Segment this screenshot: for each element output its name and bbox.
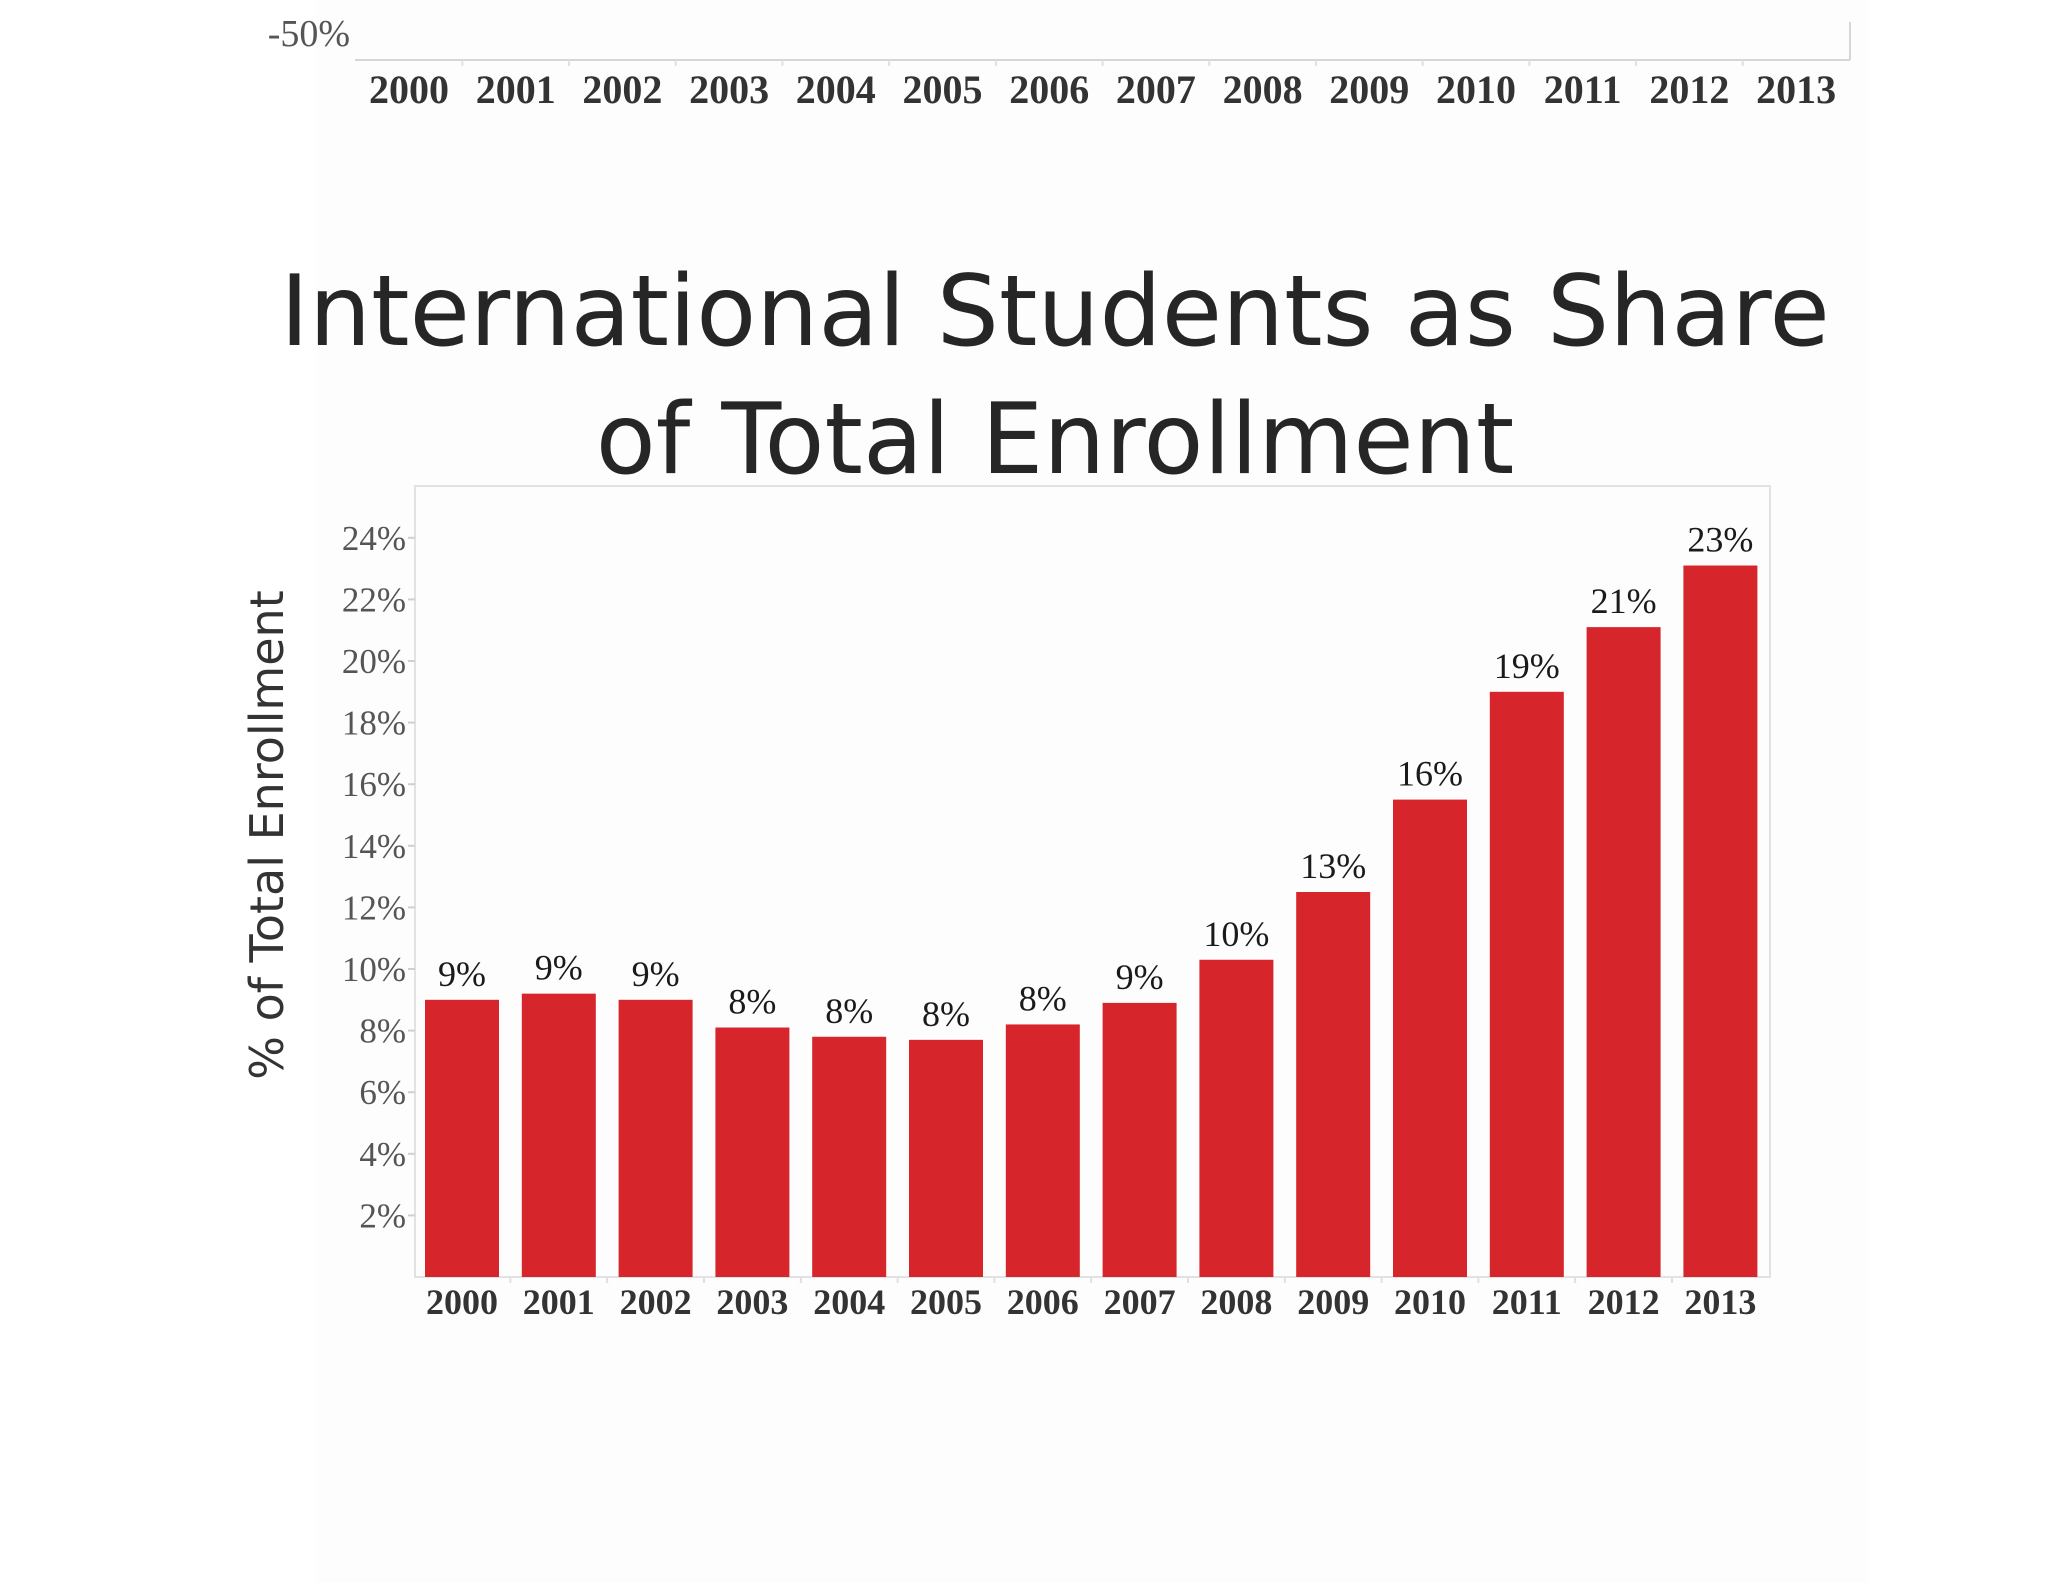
data-label-2005: 8% — [922, 994, 970, 1034]
previous-chart-x-tick-2009: 2009 — [1329, 67, 1409, 112]
previous-chart-x-tick-2000: 2000 — [369, 67, 449, 112]
x-tick-label-2006: 2006 — [1007, 1282, 1079, 1322]
bar-2009 — [1296, 892, 1371, 1277]
x-tick-label-2000: 2000 — [426, 1282, 498, 1322]
bar-2001 — [521, 993, 596, 1277]
y-tick-label: 22% — [342, 580, 406, 619]
previous-chart-x-tick-2007: 2007 — [1116, 67, 1196, 112]
bar-2005 — [909, 1039, 983, 1277]
x-tick-label-2013: 2013 — [1684, 1282, 1756, 1322]
x-tick-label-2007: 2007 — [1104, 1282, 1176, 1322]
bar-2013 — [1683, 565, 1758, 1277]
data-label-2003: 8% — [728, 982, 776, 1022]
x-axis-ticks: 2000 2001 2002 2003 2004 2005 2006 2007 2008 2009… — [426, 1277, 1756, 1322]
y-tick-label: 4% — [359, 1135, 406, 1174]
bar-2002 — [618, 999, 693, 1277]
y-axis-ticks: 2% 4% 6% 8% 10% 12% 14% 16% 18% 20% 22% 24% — [342, 519, 415, 1235]
bar-2006 — [1005, 1024, 1080, 1277]
data-labels: 9% 9% 9% 8% 8% 8% 8% 9% 10% 13% 16% 19% 21% 23% — [438, 520, 1753, 1034]
bar-2008 — [1199, 959, 1274, 1277]
previous-chart-x-tick-2011: 2011 — [1544, 67, 1622, 112]
bar-2007 — [1102, 1002, 1177, 1277]
x-tick-label-2011: 2011 — [1492, 1282, 1562, 1322]
previous-chart-y-tick: -50% — [268, 13, 350, 55]
previous-chart-x-tick-2001: 2001 — [476, 67, 556, 112]
x-tick-label-2003: 2003 — [716, 1282, 788, 1322]
chart-title-line-2: of Total Enrollment — [596, 383, 1515, 497]
y-tick-label: 24% — [342, 519, 406, 558]
y-axis-label: % of Total Enrollment — [240, 590, 294, 1079]
plot-frame — [414, 485, 1771, 1278]
y-tick-label: 16% — [342, 765, 406, 804]
data-label-2008: 10% — [1203, 914, 1269, 954]
bar-2011 — [1489, 691, 1564, 1277]
data-label-2013: 23% — [1687, 520, 1753, 560]
previous-chart-x-tick-2002: 2002 — [582, 67, 662, 112]
data-label-2002: 9% — [632, 954, 680, 994]
data-label-2010: 16% — [1397, 754, 1463, 794]
previous-chart-x-tick-2013: 2013 — [1756, 67, 1836, 112]
data-label-2006: 8% — [1019, 978, 1067, 1018]
x-tick-label-2005: 2005 — [910, 1282, 982, 1322]
previous-chart-x-tick-2003: 2003 — [689, 67, 769, 112]
data-label-2011: 19% — [1494, 646, 1560, 686]
x-tick-label-2002: 2002 — [620, 1282, 692, 1322]
data-label-2009: 13% — [1300, 846, 1366, 886]
data-label-2007: 9% — [1116, 957, 1164, 997]
data-label-2004: 8% — [825, 991, 873, 1031]
y-tick-label: 14% — [342, 827, 406, 866]
bar-2010 — [1393, 799, 1467, 1277]
previous-chart-x-tick-2005: 2005 — [903, 67, 983, 112]
y-tick-label: 18% — [342, 704, 406, 743]
data-label-2012: 21% — [1591, 581, 1657, 621]
previous-chart-x-tick-2008: 2008 — [1223, 67, 1303, 112]
previous-chart-x-tick-2004: 2004 — [796, 67, 876, 112]
x-tick-label-2010: 2010 — [1394, 1282, 1466, 1322]
data-label-2000: 9% — [438, 954, 486, 994]
data-label-2001: 9% — [535, 948, 583, 988]
x-tick-label-2004: 2004 — [813, 1282, 885, 1322]
bar-2004 — [812, 1036, 887, 1277]
x-tick-label-2009: 2009 — [1297, 1282, 1369, 1322]
previous-chart-fragment: -50% 2000 2001 2002 2003 2004 2005 2006 2007 200… — [268, 13, 1851, 112]
bar-2000 — [425, 999, 499, 1277]
bar-2003 — [715, 1027, 790, 1277]
y-tick-label: 6% — [359, 1073, 406, 1112]
previous-chart-x-tick-2012: 2012 — [1649, 67, 1729, 112]
y-tick-label: 2% — [359, 1196, 406, 1235]
y-tick-label: 12% — [342, 888, 406, 927]
previous-chart-x-tick-2010: 2010 — [1436, 67, 1516, 112]
x-tick-label-2008: 2008 — [1200, 1282, 1272, 1322]
x-tick-label-2012: 2012 — [1588, 1282, 1660, 1322]
previous-chart-x-ticks: 2000 2001 2002 2003 2004 2005 2006 2007 2008 2009… — [369, 60, 1836, 112]
previous-chart-x-tick-2006: 2006 — [1009, 67, 1089, 112]
y-tick-label: 20% — [342, 642, 406, 681]
x-tick-label-2001: 2001 — [523, 1282, 595, 1322]
y-tick-label: 10% — [342, 950, 406, 989]
bars — [425, 565, 1758, 1277]
bar-2012 — [1586, 627, 1661, 1277]
y-tick-label: 8% — [359, 1012, 406, 1051]
chart-title-line-1: International Students as Share — [280, 255, 1830, 369]
